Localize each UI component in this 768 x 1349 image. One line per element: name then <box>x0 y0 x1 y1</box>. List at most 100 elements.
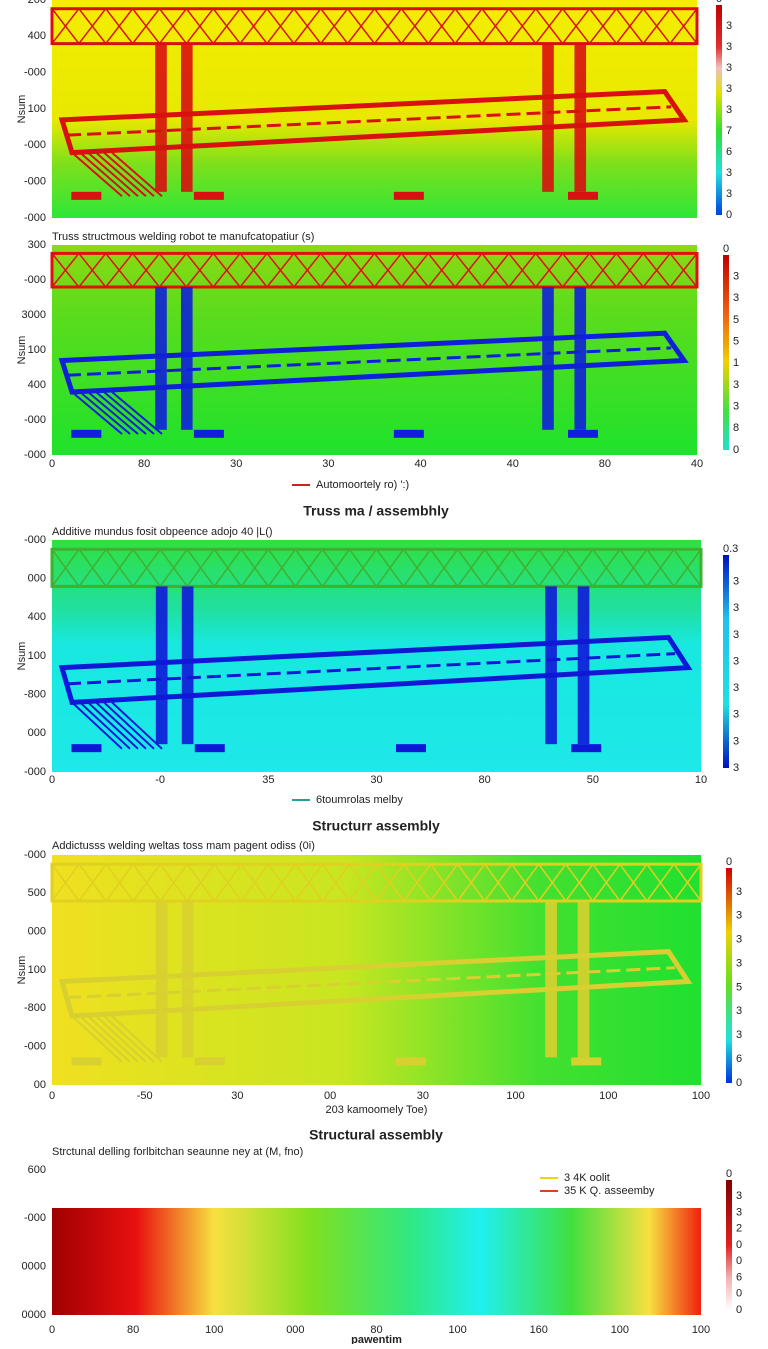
colorbar-tick-label: 0 <box>736 1288 742 1300</box>
y-tick-label: -000 <box>24 414 46 426</box>
platform <box>58 949 693 1019</box>
truss-brace <box>615 252 644 288</box>
stair <box>103 701 155 750</box>
truss-brace <box>592 863 621 902</box>
truss-brace <box>320 8 349 45</box>
y-tick-label: 3000 <box>22 309 46 321</box>
truss-brace <box>457 548 486 587</box>
colorbar-tick-label: 3 <box>733 292 739 304</box>
x-tick-label: 80 <box>127 1324 139 1336</box>
y-tick-label: 000 <box>28 573 46 585</box>
platform <box>58 330 689 395</box>
y-tick-label: -000 <box>24 139 46 151</box>
figure: 03333376330200400-000100-000-000-000Nsum… <box>16 0 742 1346</box>
stair <box>95 391 147 435</box>
foot <box>193 429 224 438</box>
truss-brace <box>615 8 644 45</box>
colorbar <box>716 5 722 215</box>
colorbar-tick-label: 3 <box>733 735 739 747</box>
truss-brace <box>240 863 269 902</box>
colorbar-tick-label: 3 <box>726 188 732 200</box>
truss-brace <box>454 252 483 288</box>
stair <box>111 151 163 197</box>
truss-brace <box>105 863 134 902</box>
foot <box>71 191 102 200</box>
truss-brace <box>481 8 510 45</box>
panel-title: Truss ma / assembhly <box>303 503 449 519</box>
x-tick-label: 30 <box>370 774 382 786</box>
stair <box>111 701 163 750</box>
truss-brace <box>294 863 324 902</box>
colorbar-tick-label: 3 <box>736 1206 742 1218</box>
truss-brace <box>78 548 107 587</box>
y-tick-label: 600 <box>28 1164 46 1176</box>
y-tick-label: 000 <box>28 727 46 739</box>
y-tick-label: 400 <box>28 30 46 42</box>
colorbar-tick-label: 3 <box>736 1029 742 1041</box>
foot <box>568 191 598 200</box>
colorbar-tick-label: 0 <box>726 209 732 221</box>
truss-brace <box>429 863 459 902</box>
truss-brace <box>373 252 402 288</box>
y-axis-label: Nsum <box>16 336 28 365</box>
x-tick-label: 100 <box>692 1324 710 1336</box>
y-tick-label: 100 <box>28 650 46 662</box>
truss-brace <box>267 548 296 587</box>
x-tick-label: 40 <box>507 458 519 470</box>
truss-brace <box>158 252 187 288</box>
truss-brace <box>538 548 567 587</box>
colorbar <box>723 255 729 450</box>
y-axis-label: Nsum <box>16 956 28 985</box>
truss-brace <box>619 548 648 587</box>
y-axis-label: Nsum <box>16 95 28 124</box>
y-tick-label: -000 <box>24 176 46 188</box>
truss-brace <box>348 548 378 587</box>
x-tick-label: 0 <box>49 1324 55 1336</box>
foot <box>193 191 224 200</box>
y-tick-label: -000 <box>24 1212 46 1224</box>
truss-brace <box>51 8 80 45</box>
column <box>155 901 168 1058</box>
colorbar <box>726 868 732 1083</box>
legend-label: Automoortely ro) ':) <box>316 479 409 491</box>
truss-brace <box>213 548 242 587</box>
truss-brace <box>402 863 432 902</box>
y-tick-label: 400 <box>28 379 46 391</box>
truss-brace <box>132 8 161 45</box>
stair <box>79 1015 131 1063</box>
colorbar-tick-label: 3 <box>733 379 739 391</box>
x-axis-label: 203 kamoomely Toe) <box>326 1104 428 1116</box>
x-tick-label: 80 <box>479 774 491 786</box>
truss-brace <box>51 252 80 288</box>
stair <box>111 391 163 435</box>
column <box>181 43 193 192</box>
truss-brace <box>669 8 698 45</box>
panel-caption: Strctunal delling forlbitchan seaunne ne… <box>52 1146 303 1158</box>
colorbar-tick-label: 3 <box>726 83 732 95</box>
x-tick-label: 100 <box>599 1090 617 1102</box>
truss-brace <box>508 8 537 45</box>
truss-brace <box>348 863 378 902</box>
x-tick-label: 30 <box>231 1090 243 1102</box>
truss-brace <box>347 252 376 288</box>
truss-brace <box>375 548 405 587</box>
x-tick-label: 100 <box>506 1090 524 1102</box>
truss-brace <box>511 548 540 587</box>
colorbar-tick-label: 3 <box>733 655 739 667</box>
colorbar-tick-label: 3 <box>726 20 732 32</box>
x-tick-label: 0 <box>49 774 55 786</box>
truss-brace <box>51 863 80 902</box>
stair <box>103 1015 155 1063</box>
colorbar-tick-label: 3 <box>736 886 742 898</box>
column <box>545 901 557 1058</box>
colorbar-tick-label: 3 <box>733 762 739 774</box>
truss-brace <box>266 8 295 45</box>
truss-brace <box>619 863 648 902</box>
column <box>181 586 194 745</box>
stair <box>95 151 147 197</box>
x-tick-label: 0 <box>49 458 55 470</box>
truss-brace <box>78 252 107 288</box>
column <box>181 287 193 430</box>
colorbar-tick-label: 0 <box>723 243 729 255</box>
stair <box>87 151 139 197</box>
